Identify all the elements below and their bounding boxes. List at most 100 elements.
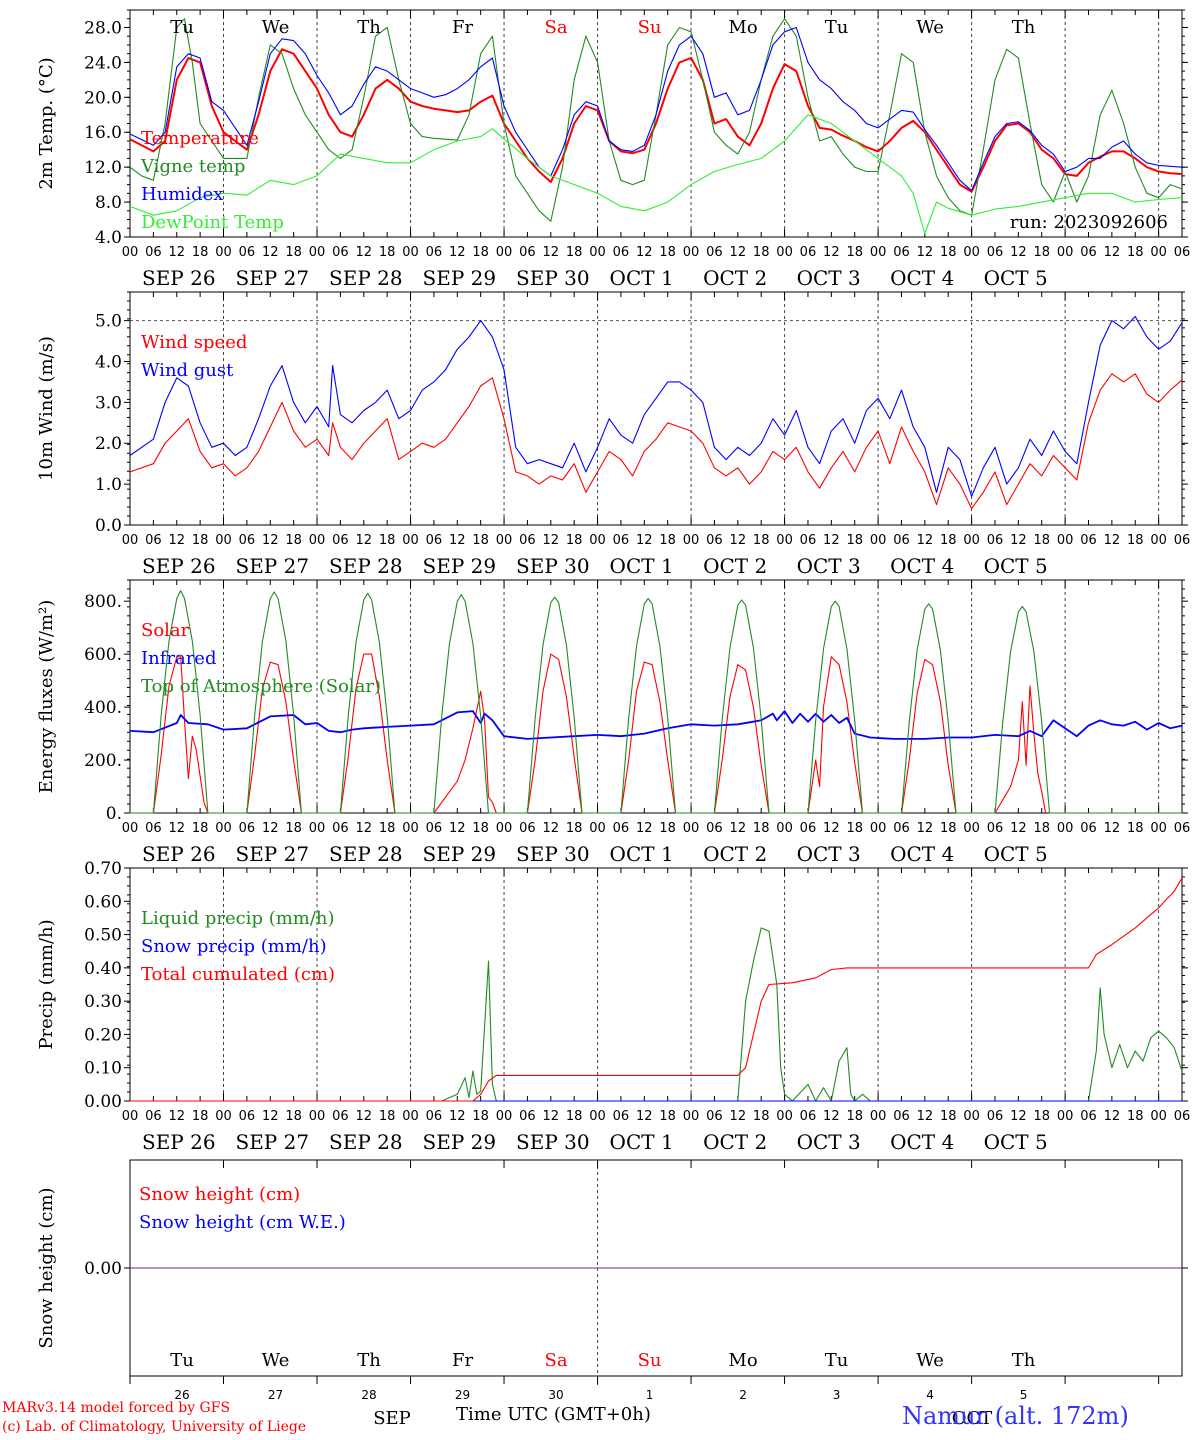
- series-line-wind-gust: [129, 315, 1183, 497]
- legend-top-of-atmosphere-solar-: Top of Atmosphere (Solar): [141, 676, 381, 697]
- day-name-top: Su: [638, 17, 662, 38]
- hour-tick-label: 06: [1080, 1109, 1097, 1124]
- y-tick-label: 4.0: [95, 228, 122, 248]
- date-label: SEP 29: [423, 266, 497, 290]
- hour-tick-label: 00: [683, 245, 700, 260]
- date-label: SEP 26: [142, 842, 216, 866]
- hour-tick-label: 18: [285, 533, 302, 548]
- hour-tick-label: 00: [589, 1109, 606, 1124]
- hour-tick-label: 06: [426, 1109, 443, 1124]
- hour-tick-label: 12: [543, 533, 560, 548]
- y-tick-label: 0.: [106, 804, 122, 824]
- day-name-top: Tu: [170, 17, 194, 38]
- date-label: SEP 30: [516, 266, 590, 290]
- date-label: SEP 28: [329, 842, 403, 866]
- hour-tick-label: 18: [659, 533, 676, 548]
- y-tick-label: 28.0: [84, 18, 122, 38]
- hour-tick-label: 12: [168, 821, 185, 836]
- y-tick-label: 0.00: [84, 1092, 122, 1112]
- hour-tick-label: 12: [1104, 1109, 1121, 1124]
- hour-tick-label: 18: [753, 245, 770, 260]
- hour-tick-label: 12: [356, 821, 373, 836]
- day-number: 5: [1020, 1388, 1028, 1402]
- lab-credit: (c) Lab. of Climatology, University of L…: [2, 1419, 307, 1435]
- y-tick-label: 0.30: [84, 992, 122, 1012]
- hour-tick-label: 00: [309, 533, 326, 548]
- hour-tick-label: 00: [776, 821, 793, 836]
- series-line-vigne-temp: [129, 18, 1183, 222]
- hour-tick-label: 06: [145, 1109, 162, 1124]
- hour-tick-label: 12: [823, 245, 840, 260]
- day-name-top: Sa: [545, 17, 568, 38]
- day-number: 30: [548, 1388, 563, 1402]
- day-name-bottom: We: [916, 1350, 944, 1371]
- hour-tick-label: 06: [987, 821, 1004, 836]
- day-number: 29: [455, 1388, 470, 1402]
- legend-total-cumulated-cm-: Total cumulated (cm): [141, 964, 335, 985]
- hour-tick-label: 18: [1033, 533, 1050, 548]
- hour-tick-label: 18: [472, 533, 489, 548]
- hour-tick-label: 06: [1080, 821, 1097, 836]
- date-label: OCT 3: [797, 1130, 861, 1154]
- time-axis-title: Time UTC (GMT+0h): [456, 1404, 651, 1425]
- date-label: OCT 1: [610, 1130, 674, 1154]
- y-tick-label: 0.50: [84, 926, 122, 946]
- hour-tick-label: 12: [823, 821, 840, 836]
- hour-tick-label: 12: [168, 533, 185, 548]
- hour-tick-label: 06: [800, 245, 817, 260]
- y-tick-label: 0.20: [84, 1025, 122, 1045]
- date-label: SEP 28: [329, 554, 403, 578]
- hour-tick-label: 18: [940, 821, 957, 836]
- hour-tick-label: 00: [496, 821, 513, 836]
- hour-tick-label: 18: [192, 821, 209, 836]
- hour-tick-label: 06: [332, 1109, 349, 1124]
- hour-tick-label: 00: [122, 533, 139, 548]
- series-line-dewpoint-temp: [129, 114, 1183, 235]
- hour-tick-label: 00: [402, 533, 419, 548]
- hour-tick-label: 18: [1033, 821, 1050, 836]
- hour-tick-label: 00: [776, 1109, 793, 1124]
- hour-tick-label: 06: [239, 821, 256, 836]
- month-label-sep: SEP: [373, 1408, 411, 1429]
- hour-tick-label: 12: [1104, 821, 1121, 836]
- hour-tick-label: 18: [1127, 821, 1144, 836]
- series-line-infrared: [129, 710, 1183, 740]
- hour-tick-label: 18: [753, 821, 770, 836]
- hour-tick-label: 00: [870, 821, 887, 836]
- hour-tick-label: 12: [1104, 533, 1121, 548]
- day-name-bottom: Tu: [825, 1350, 849, 1371]
- date-label: OCT 3: [797, 842, 861, 866]
- day-name-top: Tu: [825, 17, 849, 38]
- hour-tick-label: 06: [800, 821, 817, 836]
- hour-tick-label: 12: [917, 533, 934, 548]
- hour-tick-label: 18: [1127, 1109, 1144, 1124]
- hour-tick-label: 00: [963, 821, 980, 836]
- hour-tick-label: 00: [122, 1109, 139, 1124]
- panel-wind: [124, 291, 1188, 526]
- day-number: 4: [926, 1388, 934, 1402]
- day-name-bottom: Su: [638, 1350, 662, 1371]
- date-label: SEP 30: [516, 1130, 590, 1154]
- hour-tick-label: 00: [496, 1109, 513, 1124]
- hour-tick-label: 12: [1010, 245, 1027, 260]
- hour-tick-label: 00: [215, 533, 232, 548]
- date-label: OCT 5: [984, 266, 1048, 290]
- hour-tick-label: 18: [379, 821, 396, 836]
- hour-tick-label: 12: [730, 245, 747, 260]
- date-label: OCT 4: [890, 554, 954, 578]
- hour-tick-label: 00: [1150, 533, 1167, 548]
- hour-tick-label: 00: [1057, 533, 1074, 548]
- hour-tick-label: 06: [1174, 245, 1191, 260]
- hour-tick-label: 18: [285, 821, 302, 836]
- hour-tick-label: 00: [309, 245, 326, 260]
- date-label: SEP 26: [142, 554, 216, 578]
- date-label: OCT 2: [703, 842, 767, 866]
- hour-tick-label: 12: [449, 245, 466, 260]
- hour-tick-label: 06: [893, 1109, 910, 1124]
- hour-tick-label: 06: [332, 533, 349, 548]
- date-label: SEP 30: [516, 554, 590, 578]
- hour-tick-label: 12: [168, 245, 185, 260]
- hour-tick-label: 12: [730, 821, 747, 836]
- y-tick-label: 400.: [84, 698, 122, 718]
- day-number: 1: [646, 1388, 654, 1402]
